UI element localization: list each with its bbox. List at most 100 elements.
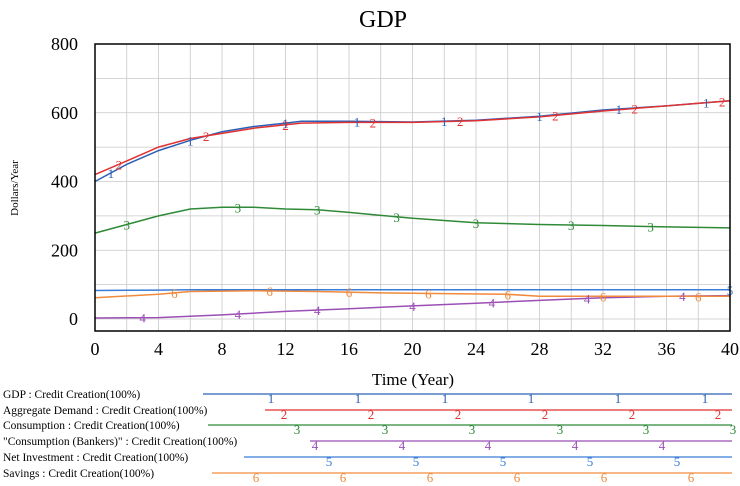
- x-tick-label: 20: [404, 339, 422, 359]
- series-marker-2: 2: [719, 94, 726, 109]
- legend-marker: 2: [368, 407, 375, 422]
- legend-marker: 2: [629, 407, 636, 422]
- legend-marker: 2: [715, 407, 722, 422]
- y-tick-label: 600: [51, 103, 78, 123]
- series-marker-4: 4: [489, 296, 496, 311]
- legend-item-2: Aggregate Demand : Credit Creation(100%)…: [3, 405, 732, 422]
- series-marker-2: 2: [552, 108, 559, 123]
- legend-marker: 5: [413, 454, 420, 469]
- series-marker-6: 6: [171, 286, 178, 301]
- x-tick-label: 28: [531, 339, 549, 359]
- legend-marker: 3: [557, 422, 564, 437]
- legend-item-1: GDP : Credit Creation(100%) 1 1 1 1 1 1: [3, 389, 732, 406]
- x-tick-label: 16: [340, 339, 358, 359]
- legend-label: Consumption : Credit Creation(100%): [3, 420, 180, 432]
- series-marker-1: 1: [616, 102, 623, 117]
- series-marker-2: 2: [632, 101, 639, 116]
- legend-marker: 6: [601, 470, 608, 485]
- series-marker-6: 6: [346, 285, 353, 300]
- y-tick-label: 0: [69, 309, 78, 329]
- y-axis-ticks: 0 200 400 600 800: [51, 34, 78, 329]
- legend-marker: 1: [615, 391, 622, 406]
- legend-marker: 3: [643, 422, 650, 437]
- legend-marker: 2: [281, 407, 288, 422]
- grid: [94, 43, 731, 331]
- legend-marker: 3: [382, 422, 389, 437]
- legend-item-4: "Consumption (Bankers)" : Credit Creatio…: [3, 436, 732, 453]
- legend: GDP : Credit Creation(100%) 1 1 1 1 1 1Aggrega…: [3, 389, 736, 485]
- legend-marker: 3: [469, 422, 476, 437]
- series-line-5: [94, 289, 730, 292]
- series-marker-6: 6: [425, 286, 432, 301]
- legend-marker: 4: [312, 438, 319, 453]
- legend-marker: 4: [659, 438, 666, 453]
- legend-marker: 3: [294, 422, 301, 437]
- series-marker-6: 6: [695, 289, 702, 304]
- x-tick-label: 24: [467, 339, 485, 359]
- series-marker-2: 2: [116, 157, 123, 172]
- x-tick-label: 12: [277, 339, 295, 359]
- legend-marker: 6: [514, 470, 521, 485]
- series-marker-6: 6: [266, 284, 273, 299]
- legend-label: Savings : Credit Creation(100%): [3, 468, 154, 480]
- legend-marker: 4: [572, 438, 579, 453]
- series-line-1: [94, 99, 731, 183]
- x-tick-label: 36: [658, 339, 676, 359]
- series-marker-3: 3: [473, 216, 480, 231]
- series-marker-2: 2: [457, 114, 464, 129]
- x-tick-label: 4: [154, 339, 163, 359]
- legend-marker: 5: [326, 454, 333, 469]
- legend-item-3: Consumption : Credit Creation(100%) 3 3 3 3 3…: [3, 420, 736, 437]
- series-marker-1: 1: [187, 133, 194, 148]
- x-axis-label: Time (Year): [372, 370, 454, 389]
- series-marker-4: 4: [235, 307, 242, 322]
- series-marker-4: 4: [584, 291, 591, 306]
- series-marker-4: 4: [139, 311, 146, 326]
- series-marker-6: 6: [505, 287, 512, 302]
- x-axis-ticks: 0 4 8 12 16 20 24 28 32 36 40: [91, 339, 740, 359]
- series-marker-1: 1: [441, 114, 448, 129]
- series-marker-1: 1: [108, 166, 115, 181]
- series-marker-6: 6: [600, 289, 607, 304]
- legend-label: GDP : Credit Creation(100%): [3, 389, 140, 401]
- series-line-6: [94, 290, 730, 299]
- legend-marker: 1: [355, 391, 362, 406]
- series-marker-2: 2: [282, 118, 289, 133]
- series-line-3: [94, 206, 731, 234]
- y-axis-label: Dollars/Year: [9, 160, 21, 216]
- legend-item-6: Savings : Credit Creation(100%) 6 6 6 6 6 6: [3, 468, 732, 485]
- x-tick-label: 32: [594, 339, 612, 359]
- series-marker-2: 2: [203, 129, 210, 144]
- x-tick-label: 8: [218, 339, 227, 359]
- series-marker-1: 1: [536, 109, 543, 124]
- y-tick-label: 800: [51, 34, 78, 54]
- plot-frame: [94, 43, 731, 332]
- legend-marker: 1: [442, 391, 449, 406]
- legend-marker: 5: [674, 454, 681, 469]
- legend-item-5: Net Investment : Credit Creation(100%) 5 5…: [3, 452, 732, 469]
- series-marker-1: 1: [282, 116, 289, 131]
- y-tick-label: 400: [51, 172, 78, 192]
- x-tick-label: 40: [721, 339, 739, 359]
- series-marker-3: 3: [314, 203, 321, 218]
- legend-marker: 1: [528, 391, 535, 406]
- legend-marker: 5: [587, 454, 594, 469]
- legend-label: Aggregate Demand : Credit Creation(100%): [3, 405, 208, 417]
- legend-marker: 1: [268, 391, 275, 406]
- x-tick-label: 0: [91, 339, 100, 359]
- series-marker-4: 4: [679, 289, 686, 304]
- legend-marker: 6: [427, 470, 434, 485]
- legend-label: Net Investment : Credit Creation(100%): [3, 452, 188, 464]
- legend-marker: 4: [485, 438, 492, 453]
- series-marker-4: 4: [314, 303, 321, 318]
- series-marker-3: 3: [393, 210, 400, 225]
- legend-marker: 5: [500, 454, 507, 469]
- legend-marker: 3: [730, 422, 737, 437]
- legend-marker: 6: [253, 470, 260, 485]
- series-marker-4: 4: [409, 299, 416, 314]
- series-line-4: [94, 294, 731, 319]
- series-marker-2: 2: [370, 115, 377, 130]
- legend-marker: 6: [688, 470, 695, 485]
